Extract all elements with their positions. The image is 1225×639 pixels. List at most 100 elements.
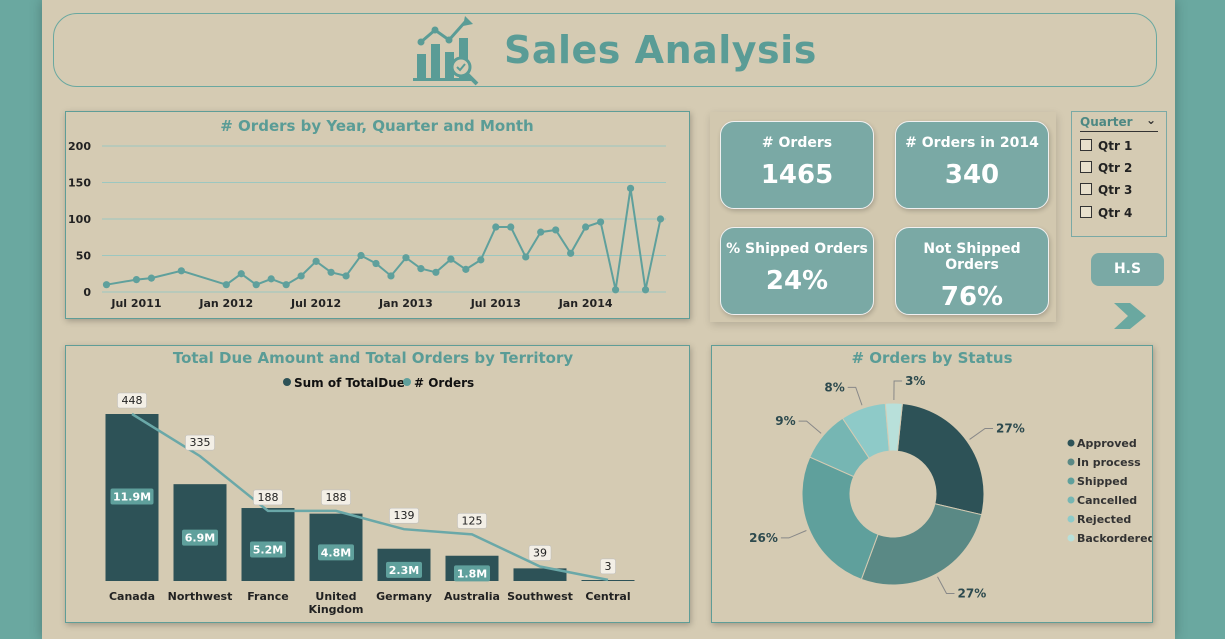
checkbox[interactable] <box>1080 206 1092 218</box>
slicer-option-qtr2[interactable]: Qtr 2 <box>1080 161 1132 175</box>
kpi-value: 24% <box>765 266 829 296</box>
pie-slice-backordered <box>884 402 903 452</box>
data-point <box>312 257 320 265</box>
slice-percent-label: 27% <box>996 421 1025 435</box>
legend-label: In process <box>1077 456 1141 469</box>
x-tick-label: Jul 2011 <box>110 297 161 310</box>
next-arrow-icon[interactable] <box>1112 301 1152 331</box>
kpi-value: 340 <box>944 160 1000 190</box>
bar-data-label: 4.8M <box>321 546 351 559</box>
legend-label: Backordered <box>1077 532 1152 545</box>
chart-title: Total Due Amount and Total Orders by Ter… <box>173 349 574 367</box>
leader-line <box>780 530 807 539</box>
territory-combo-chart: Total Due Amount and Total Orders by Ter… <box>105 349 635 616</box>
data-point <box>582 223 590 231</box>
data-point <box>432 268 440 276</box>
pie-slice-shipped <box>801 456 879 580</box>
data-point <box>372 259 380 268</box>
data-point <box>417 265 425 273</box>
kpi-card-not-shipped: Not Shipped Orders 76% <box>895 227 1049 315</box>
orders-label-bg <box>389 507 419 524</box>
orders-label-bg <box>185 434 215 451</box>
data-point <box>552 226 560 234</box>
option-label: Qtr 2 <box>1098 161 1133 175</box>
bar-label-bg <box>318 544 354 561</box>
data-point <box>447 255 455 263</box>
y-tick-label: 50 <box>76 250 92 263</box>
data-point <box>132 275 141 284</box>
slicer-option-qtr4[interactable]: Qtr 4 <box>1080 206 1132 220</box>
hs-button[interactable]: H.S <box>1091 253 1164 286</box>
x-category-label: Australia <box>444 590 500 603</box>
data-point <box>282 281 290 289</box>
kpi-card-shipped: % Shipped Orders 24% <box>720 227 874 315</box>
bar-data-label: 6.9M <box>185 532 215 545</box>
pie-slice-approved <box>896 402 985 516</box>
data-point <box>297 272 305 280</box>
bar <box>513 568 567 581</box>
orders-series-line <box>131 412 609 582</box>
data-point <box>102 281 111 289</box>
leader-line <box>798 420 822 434</box>
x-tick-label: Jan 2014 <box>558 297 613 310</box>
data-point <box>147 274 156 282</box>
kpi-value: 1465 <box>760 160 834 190</box>
x-category-label: Northwest <box>168 590 233 603</box>
orders-label-bg <box>528 545 552 561</box>
pie-slice-in-process <box>860 503 983 586</box>
data-point <box>177 267 185 275</box>
data-point <box>611 286 620 294</box>
data-point <box>597 218 605 226</box>
quarter-slicer: Quarter ⌄ Qtr 1 Qtr 2 Qtr 3 Qtr 4 <box>1071 111 1167 237</box>
y-tick-label: 0 <box>83 286 91 299</box>
option-label: Qtr 1 <box>1098 139 1133 153</box>
bar-label-bg <box>386 561 422 578</box>
chevron-down-icon[interactable]: ⌄ <box>1145 113 1156 127</box>
legend-label: Cancelled <box>1077 494 1137 507</box>
x-category-label: France <box>247 590 288 603</box>
checkbox[interactable] <box>1080 183 1092 195</box>
orders-data-label: 139 <box>394 509 415 522</box>
bar-label-bg <box>250 541 286 558</box>
data-point <box>252 281 260 289</box>
slice-percent-label: 3% <box>905 374 925 388</box>
y-tick-label: 150 <box>68 177 91 190</box>
data-point <box>357 251 365 260</box>
slicer-option-qtr1[interactable]: Qtr 1 <box>1080 139 1132 153</box>
legend-marker <box>1067 477 1075 485</box>
data-point <box>387 272 395 280</box>
option-label: Qtr 4 <box>1098 206 1133 220</box>
x-category-label: Canada <box>109 590 155 603</box>
legend-label-orders: # Orders <box>414 376 474 390</box>
orders-label-bg <box>600 558 616 575</box>
legend-label: Approved <box>1077 437 1137 450</box>
data-point <box>342 272 350 280</box>
legend-marker <box>1067 534 1075 542</box>
checkbox[interactable] <box>1080 139 1092 151</box>
bar <box>581 580 635 581</box>
data-point <box>492 223 500 231</box>
slicer-header[interactable]: Quarter ⌄ <box>1080 113 1158 132</box>
legend-marker <box>1067 458 1075 466</box>
data-point <box>402 254 410 262</box>
slicer-option-qtr3[interactable]: Qtr 3 <box>1080 183 1132 197</box>
legend-label: Rejected <box>1077 513 1131 526</box>
slicer-title: Quarter <box>1080 115 1133 129</box>
x-category-label: Germany <box>376 590 432 603</box>
orders-trend-panel: # Orders by Year, Quarter and Month 0 50 1… <box>65 111 690 319</box>
orders-data-label: 125 <box>462 514 483 527</box>
data-point <box>641 286 650 294</box>
kpi-card-orders-2014: # Orders in 2014 340 <box>895 121 1049 209</box>
status-donut-chart: # Orders by Status 27% 27% 26% 9% 8% 3% Appro… <box>749 349 1155 601</box>
leader-line <box>937 576 955 595</box>
data-point <box>626 184 635 192</box>
data-point <box>222 281 230 289</box>
x-tick-label: Jan 2012 <box>198 297 253 310</box>
checkbox[interactable] <box>1080 161 1092 173</box>
chart-title: # Orders by Status <box>851 349 1012 367</box>
legend-label-totaldue: Sum of TotalDue <box>294 376 405 390</box>
leader-line <box>847 386 863 406</box>
kpi-value: 76% <box>940 282 1004 312</box>
orders-label-bg <box>253 489 283 506</box>
data-point <box>327 268 335 276</box>
